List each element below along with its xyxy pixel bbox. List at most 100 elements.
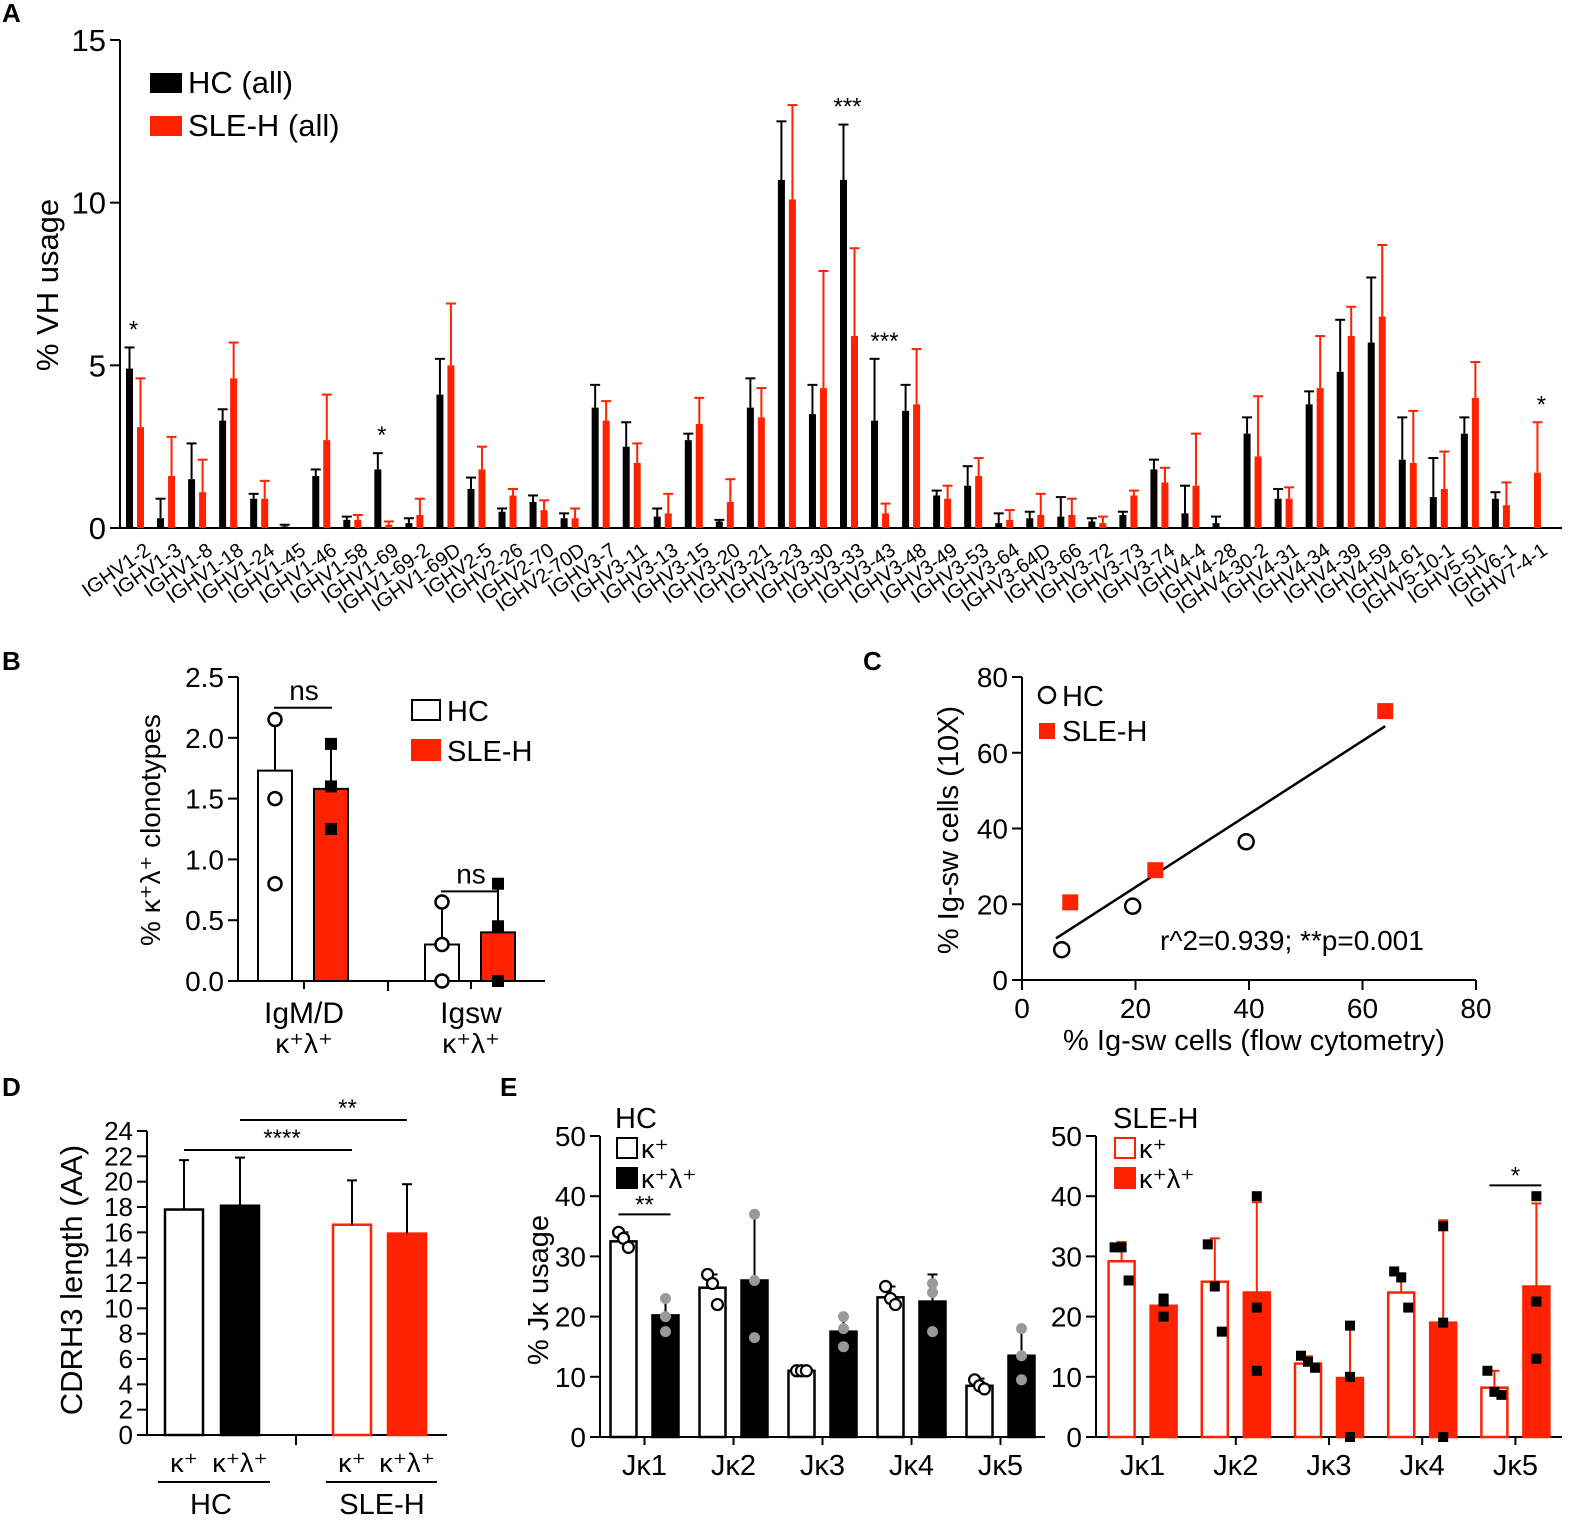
data-point — [1482, 1365, 1493, 1376]
x-tick-label: 80 — [1460, 993, 1491, 1024]
data-point — [621, 1240, 636, 1254]
bar-sle-h — [819, 388, 827, 528]
panel-c-stats: r^2=0.939; **p=0.001 — [1160, 925, 1424, 956]
legend-swatch-sle-h — [150, 116, 182, 136]
data-point — [749, 1332, 760, 1344]
y-tick-label: 40 — [555, 1181, 586, 1212]
data-point — [1123, 1275, 1134, 1286]
bar-hc — [777, 179, 785, 529]
data-point — [838, 1311, 849, 1323]
data-point — [1396, 1272, 1407, 1283]
data-point — [799, 1364, 814, 1378]
bar-sle-h — [1471, 397, 1479, 528]
bar-kappa — [1386, 1291, 1416, 1439]
bar-sle-h-kappa-lambda — [386, 1232, 428, 1437]
y-tick-label: 30 — [555, 1241, 586, 1272]
bar-sle-h-kappa — [331, 1223, 373, 1437]
x-tick-sublabel: κ⁺λ⁺ — [442, 1028, 500, 1059]
panel-c-chart: % Ig-sw cells (10X) % Ig-sw cells (flow … — [933, 662, 1492, 1057]
bar-kappa-lambda — [918, 1300, 947, 1439]
y-tick-label: 8 — [119, 1319, 133, 1349]
y-tick-label: 10 — [555, 1362, 586, 1393]
bar-hc — [1336, 371, 1344, 528]
bar-hc — [964, 485, 972, 528]
bar-kappa-lambda — [1428, 1321, 1458, 1439]
bar-sle-h — [695, 423, 703, 528]
bar-sle-h — [385, 524, 393, 528]
data-point-sle-h — [325, 780, 337, 793]
y-tick-label: 22 — [104, 1141, 133, 1171]
panel-b-y-axis-label: % κ⁺λ⁺ clonotypes — [135, 714, 166, 946]
data-point — [1016, 1374, 1027, 1386]
bar-hc — [1243, 433, 1251, 528]
bar-hc — [995, 523, 1003, 528]
y-tick-label: 2.0 — [185, 723, 224, 754]
data-point-sle-h — [492, 920, 504, 933]
bar-hc — [436, 394, 444, 528]
bar-hc — [1181, 513, 1189, 528]
panel-label-e: E — [500, 1072, 517, 1102]
bar-sle-h — [1533, 472, 1541, 528]
bar-hc — [1150, 469, 1158, 528]
data-point-hc — [1052, 940, 1071, 959]
data-point-hc — [267, 875, 283, 892]
y-tick-label: 30 — [1051, 1241, 1082, 1272]
bar-kappa — [1107, 1259, 1136, 1439]
legend-label-hc: HC — [1062, 681, 1104, 713]
bar-sle-h — [1378, 316, 1386, 528]
bar-hc — [1460, 433, 1468, 528]
bar-sle-h — [199, 492, 207, 528]
x-tick-label: Igsw — [440, 997, 502, 1030]
bar-sle-h — [137, 427, 144, 528]
x-tick-label: κ⁺ — [338, 1448, 366, 1478]
data-point-hc — [267, 790, 283, 807]
bar-hc — [622, 446, 630, 528]
data-point — [1303, 1356, 1313, 1367]
bar-hc — [157, 518, 165, 528]
y-tick-label: 50 — [1051, 1121, 1082, 1152]
x-tick-label: Jκ4 — [889, 1450, 934, 1482]
data-point — [1116, 1242, 1127, 1253]
y-tick-label: 15 — [72, 23, 106, 58]
bar-sle-h — [509, 495, 517, 528]
bar-sle-h — [1099, 523, 1107, 528]
bar-sle-h — [1006, 519, 1014, 528]
comparison-label: ns — [289, 675, 319, 706]
bar-sle-h — [168, 475, 176, 528]
panel-e-sle-chart: SLE-H κ⁺ κ⁺λ⁺ 0 10 20 30 40 50 Jκ1 Jκ2 Jκ3 Jκ4 Jκ5… — [1051, 1103, 1562, 1482]
y-tick-label: 10 — [72, 186, 106, 221]
comparison-label: ** — [635, 1191, 654, 1218]
bar-sle-h — [1161, 482, 1169, 528]
bar-kappa — [1200, 1280, 1230, 1439]
bar-sle-h — [540, 510, 548, 528]
y-tick-label: 0 — [89, 511, 106, 546]
data-point-sle-h — [325, 823, 337, 835]
data-point — [1209, 1281, 1220, 1292]
y-tick-label: 0 — [1066, 1422, 1082, 1453]
x-tick-label: Jκ1 — [1120, 1450, 1165, 1482]
legend-marker-hc — [1037, 685, 1057, 705]
bar-sle-h — [975, 475, 983, 528]
data-point — [1158, 1311, 1169, 1322]
regression-line — [1055, 725, 1386, 940]
comparison-label: ** — [338, 1095, 357, 1122]
x-tick-label: κ⁺λ⁺ — [379, 1448, 435, 1478]
bar-sle-h — [1068, 514, 1076, 528]
data-point — [1016, 1350, 1027, 1362]
panel-e-hc-chart: % Jκ usage HC κ⁺ κ⁺λ⁺ 0 10 20 30 40 50 Jκ1 ** Jκ… — [523, 1103, 1045, 1482]
bar-sle-h — [1316, 388, 1324, 528]
panel-e-y-axis-label: % Jκ usage — [523, 1215, 555, 1365]
panel-b-legend: HC SLE-H — [411, 696, 532, 768]
x-tick-label: κ⁺ — [170, 1448, 198, 1478]
data-point — [1489, 1386, 1500, 1397]
bar-sle-h — [664, 513, 672, 528]
x-tick-label: 40 — [1233, 993, 1264, 1024]
legend-swatch-hc — [150, 73, 182, 93]
bar-hc — [312, 475, 320, 528]
y-tick-label: 40 — [977, 814, 1008, 845]
bar-sle-h — [602, 420, 610, 528]
y-tick-label: 20 — [104, 1167, 133, 1197]
bar-hc — [715, 521, 723, 528]
data-point — [660, 1311, 671, 1323]
data-point — [1531, 1191, 1542, 1202]
